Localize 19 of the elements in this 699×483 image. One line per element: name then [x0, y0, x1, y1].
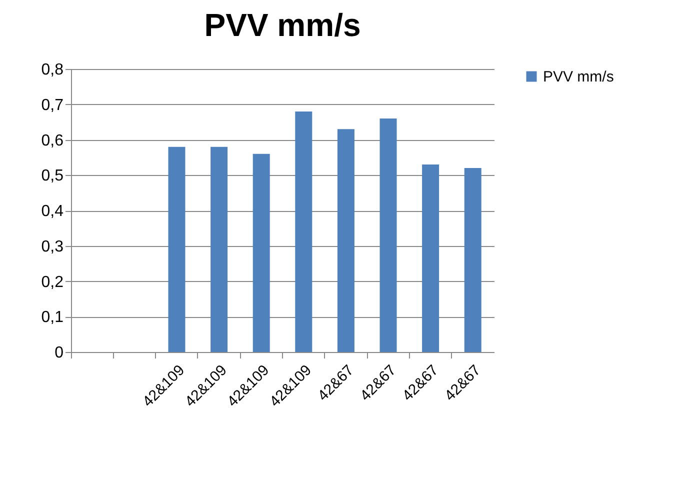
- chart-title: PVV mm/s: [204, 7, 361, 43]
- y-tick-label: 0,7: [41, 96, 64, 114]
- y-tick-label: 0,5: [41, 168, 64, 185]
- y-tick-label: 0,1: [41, 309, 64, 326]
- bar: [252, 154, 270, 352]
- bar: [168, 146, 186, 352]
- bar: [464, 168, 482, 352]
- y-tick-label: 0,2: [41, 274, 64, 291]
- bar: [210, 146, 228, 352]
- bar: [422, 164, 440, 352]
- legend-label: PVV mm/s: [543, 68, 614, 86]
- y-tick-label: 0,8: [41, 62, 64, 78]
- y-tick-label: 0,3: [41, 238, 64, 256]
- bar: [337, 129, 354, 352]
- bar: [380, 118, 397, 352]
- y-tick-label: 0: [54, 344, 64, 362]
- bar: [295, 111, 312, 352]
- y-tick-label: 0,6: [41, 132, 64, 150]
- y-tick-label: 0,4: [41, 203, 64, 220]
